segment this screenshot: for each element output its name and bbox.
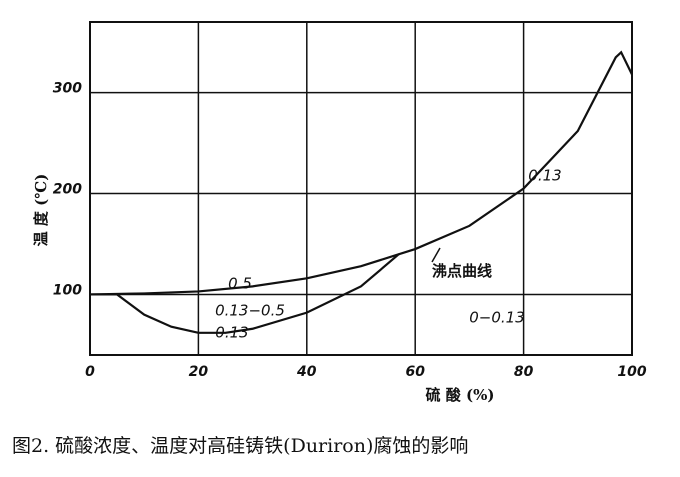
annotation: 0.13−0.5 bbox=[215, 302, 285, 320]
y-tick-label: 100 bbox=[53, 282, 82, 298]
x-tick-label: 100 bbox=[617, 364, 646, 380]
x-tick-label: 20 bbox=[189, 364, 209, 380]
y-tick-label: 200 bbox=[53, 182, 82, 198]
plot-frame bbox=[89, 21, 633, 356]
curve bbox=[90, 253, 400, 334]
caption: 图2. 硫酸浓度、温度对高硅铸铁(Duriron)腐蚀的影响 bbox=[12, 435, 468, 457]
annotation: 0.13 bbox=[528, 167, 561, 185]
annotation: 0.13 bbox=[215, 324, 248, 342]
leader-line bbox=[431, 247, 441, 263]
x-tick-label: 60 bbox=[405, 364, 425, 380]
annotation: 沸点曲线 bbox=[432, 262, 492, 280]
curve bbox=[89, 50, 633, 296]
x-tick-label: 80 bbox=[514, 364, 534, 380]
annotation: 0.5 bbox=[228, 275, 252, 293]
x-tick-label: 40 bbox=[296, 364, 317, 380]
x-tick-label: 0 bbox=[85, 364, 95, 380]
annotation: 0−0.13 bbox=[469, 309, 525, 327]
x-axis-title: 硫 酸 (%) bbox=[426, 386, 495, 404]
y-axis-title: 温 度 (℃) bbox=[32, 174, 50, 247]
y-tick-label: 300 bbox=[53, 81, 82, 97]
